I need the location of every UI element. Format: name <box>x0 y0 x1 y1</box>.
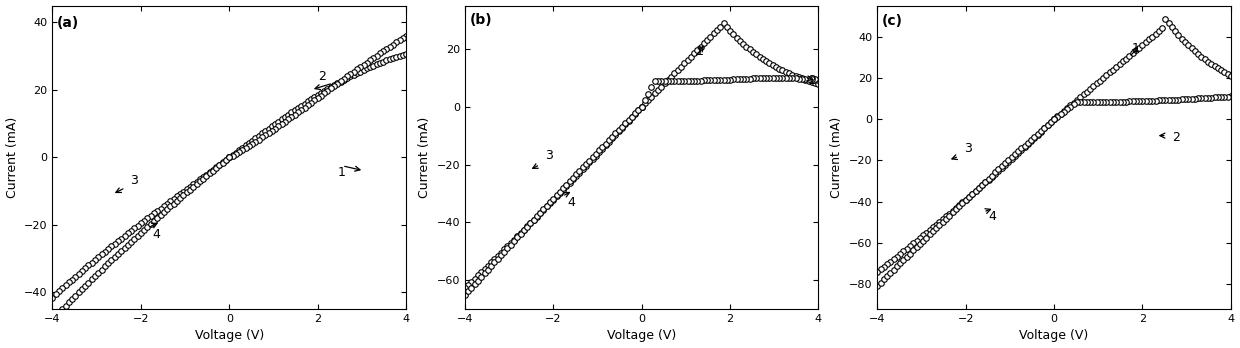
Text: 2: 2 <box>808 74 816 87</box>
X-axis label: Voltage (V): Voltage (V) <box>195 330 264 342</box>
Text: 4: 4 <box>988 209 996 223</box>
Text: (a): (a) <box>57 16 79 30</box>
Text: 3: 3 <box>544 149 553 163</box>
Text: 1: 1 <box>1132 42 1140 55</box>
Y-axis label: Current (mA): Current (mA) <box>5 117 19 198</box>
Text: (c): (c) <box>882 14 903 27</box>
Text: 2: 2 <box>1172 131 1179 144</box>
Y-axis label: Current (mA): Current (mA) <box>831 117 843 198</box>
Text: 1: 1 <box>696 45 703 58</box>
Text: 2: 2 <box>319 70 326 83</box>
X-axis label: Voltage (V): Voltage (V) <box>608 330 676 342</box>
Text: 1: 1 <box>339 166 346 179</box>
Text: 4: 4 <box>153 228 160 242</box>
Text: 3: 3 <box>963 142 972 155</box>
Text: 3: 3 <box>130 174 138 187</box>
X-axis label: Voltage (V): Voltage (V) <box>1019 330 1089 342</box>
Text: (b): (b) <box>469 13 492 27</box>
Text: 4: 4 <box>567 196 575 208</box>
Y-axis label: Current (mA): Current (mA) <box>418 117 432 198</box>
